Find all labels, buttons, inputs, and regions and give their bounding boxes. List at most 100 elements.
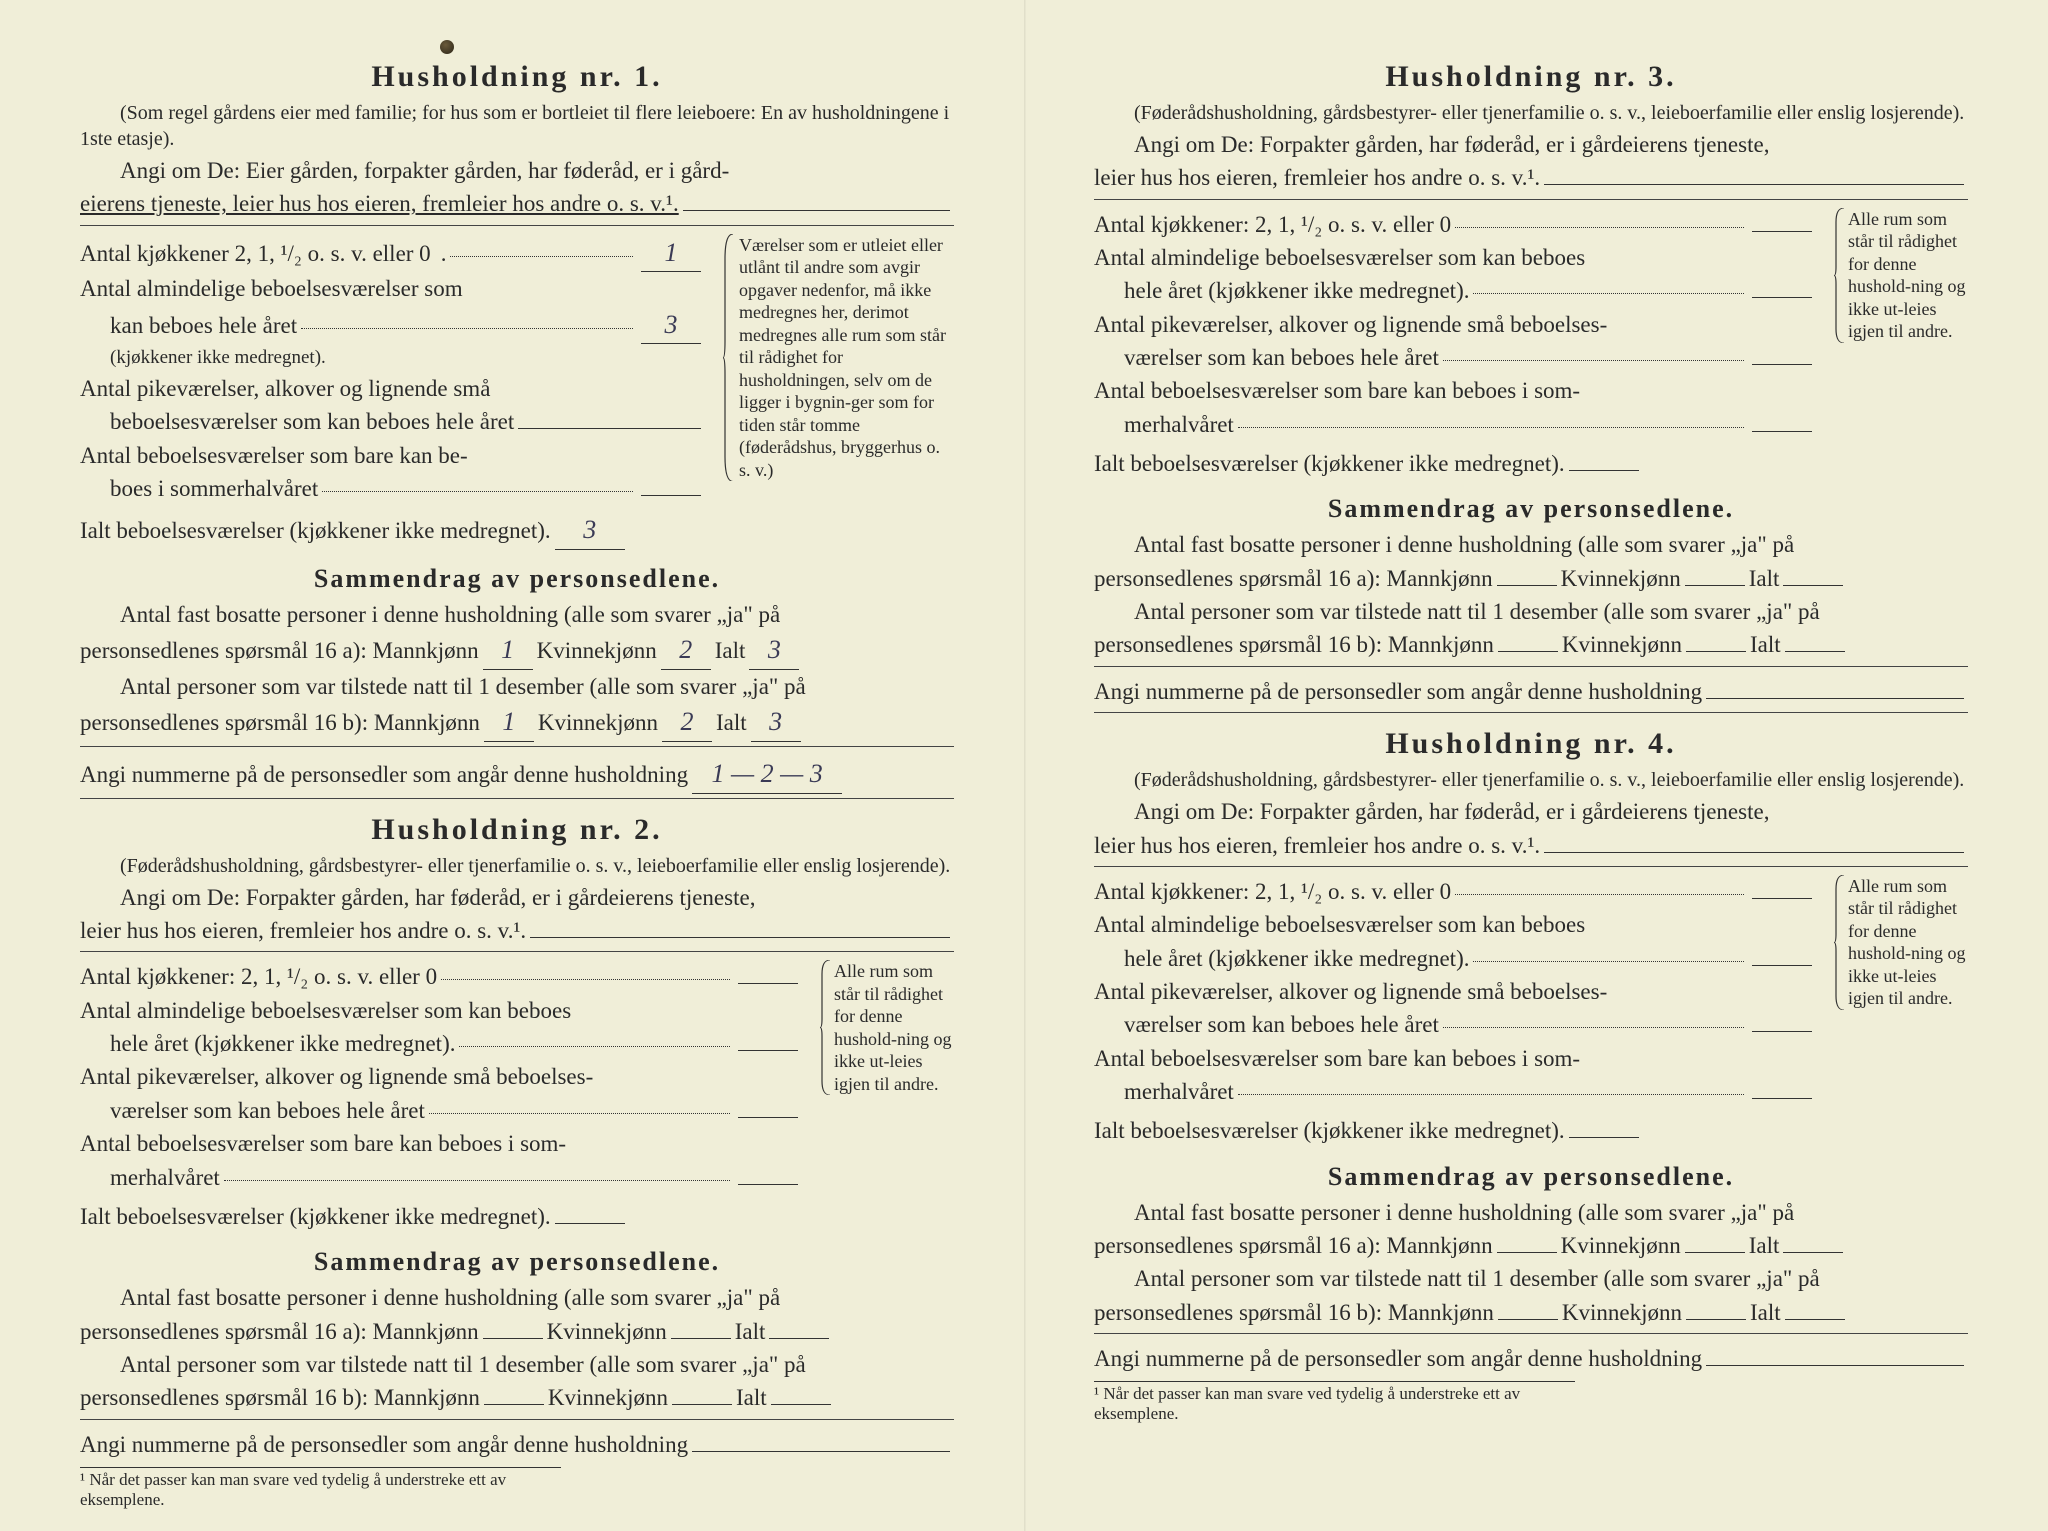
h4-16b: personsedlenes spørsmål 16 b): Mannkjønn xyxy=(1094,1296,1494,1329)
h3-total: Ialt beboelsesværelser (kjøkkener ikke m… xyxy=(1094,447,1565,480)
h1-maidA: Antal pikeværelser, alkover og lignende … xyxy=(80,376,490,401)
h3-aside: Alle rum som står til rådighet for denne… xyxy=(1834,208,1968,343)
h2-sum-title: Sammendrag av personsedlene. xyxy=(80,1247,954,1277)
t-ialt2: Ialt xyxy=(716,706,747,739)
h1-numbers: 1 — 2 — 3 xyxy=(692,755,842,794)
divider xyxy=(80,225,954,226)
h1-kv-b: 2 xyxy=(662,703,712,742)
h2-rooms-block: Antal kjøkkener: 2, 1, ¹/₂ o. s. v. elle… xyxy=(80,960,954,1233)
h3-title: Husholdning nr. 3. xyxy=(1094,60,1968,94)
h1-rooms-val: 3 xyxy=(641,306,701,345)
right-column: Husholdning nr. 3. (Føderådshusholdning,… xyxy=(1024,40,2048,1511)
h3-maidA: Antal pikeværelser, alkover og lignende … xyxy=(1094,312,1607,337)
h3-16a: personsedlenes spørsmål 16 a): Mannkjønn xyxy=(1094,562,1493,595)
h4-kv2: Kvinnekjønn xyxy=(1562,1296,1682,1329)
footnote-left: ¹ Når det passer kan man svare ved tydel… xyxy=(80,1467,561,1510)
t-kv2: Kvinnekjønn xyxy=(538,706,658,739)
h1-kitchens: Antal kjøkkener 2, 1, ¹/₂ o. s. v. eller… xyxy=(80,237,431,270)
h3-16b: personsedlenes spørsmål 16 b): Mannkjønn xyxy=(1094,628,1494,661)
h2-aside: Alle rum som står til rådighet for denne… xyxy=(820,960,954,1095)
h4-roomsA: Antal almindelige beboelsesværelser som … xyxy=(1094,912,1585,937)
h1-mann-a: 1 xyxy=(483,631,533,670)
h3-subnote: (Føderådshusholdning, gårdsbestyrer- ell… xyxy=(1094,100,1968,126)
h2-aside-txt: Alle rum som står til rådighet for denne… xyxy=(834,961,952,1094)
h2-angi2: leier hus hos eieren, fremleier hos andr… xyxy=(80,914,526,947)
h4-sumA: Antal beboelsesværelser som bare kan beb… xyxy=(1094,1046,1580,1071)
h4-ialt: Ialt xyxy=(1749,1229,1780,1262)
h2-subnote: (Føderådshusholdning, gårdsbestyrer- ell… xyxy=(80,853,954,879)
h3-ialt2: Ialt xyxy=(1750,628,1781,661)
h2-maidB: værelser som kan beboes hele året xyxy=(80,1094,425,1127)
h2-16a: personsedlenes spørsmål 16 a): Mannkjønn xyxy=(80,1315,479,1348)
t-16b: personsedlenes spørsmål 16 b): Mannkjønn xyxy=(80,706,480,739)
h1-ialt-a: 3 xyxy=(749,631,799,670)
brace-icon xyxy=(723,234,735,482)
h4-maidA: Antal pikeværelser, alkover og lignende … xyxy=(1094,979,1607,1004)
h3-maidB: værelser som kan beboes hele året xyxy=(1094,341,1439,374)
h3-fast: Antal fast bosatte personer i denne hush… xyxy=(1094,528,1968,561)
footnote-right: ¹ Når det passer kan man svare ved tydel… xyxy=(1094,1381,1575,1424)
h2-roomsB: hele året (kjøkkener ikke medregnet). xyxy=(80,1027,455,1060)
h1-aside: Værelser som er utleiet eller utlånt til… xyxy=(723,234,954,482)
h1-kitchens-val: 1 xyxy=(641,234,701,273)
h3-sumA: Antal beboelsesværelser som bare kan beb… xyxy=(1094,378,1580,403)
h4-aside: Alle rum som står til rådighet for denne… xyxy=(1834,875,1968,1010)
h2-kitchens: Antal kjøkkener: 2, 1, ¹/₂ o. s. v. elle… xyxy=(80,960,437,993)
h3-sum-title: Sammendrag av personsedlene. xyxy=(1094,494,1968,524)
brace-icon xyxy=(1834,875,1846,1010)
h4-angi: Angi om De: Forpakter gården, har føderå… xyxy=(1134,799,1769,824)
h1-maidB: beboelsesværelser som kan beboes hele år… xyxy=(80,405,514,438)
h4-sum-title: Sammendrag av personsedlene. xyxy=(1094,1162,1968,1192)
h1-roomsA: Antal almindelige beboelsesværelser som xyxy=(80,272,463,305)
h1-roomsB: kan beboes hele året xyxy=(80,309,297,342)
left-column: Husholdning nr. 1. (Som regel gårdens ei… xyxy=(0,40,1024,1511)
h1-title: Husholdning nr. 1. xyxy=(80,60,954,94)
t-16a: personsedlenes spørsmål 16 a): Mannkjønn xyxy=(80,634,479,667)
h2-ialt2: Ialt xyxy=(736,1381,767,1414)
h2-kv2: Kvinnekjønn xyxy=(548,1381,668,1414)
h3-roomsB: hele året (kjøkkener ikke medregnet). xyxy=(1094,274,1469,307)
h1-ialt-b: 3 xyxy=(751,703,801,742)
h4-fast: Antal fast bosatte personer i denne hush… xyxy=(1094,1196,1968,1229)
h1-kv-a: 2 xyxy=(661,631,711,670)
h4-aside-txt: Alle rum som står til rådighet for denne… xyxy=(1848,876,1966,1009)
t-nr: Angi nummerne på de personsedler som ang… xyxy=(80,758,688,791)
h4-nr: Angi nummerne på de personsedler som ang… xyxy=(1094,1342,1702,1375)
h1-rooms-sub: (kjøkkener ikke medregnet). xyxy=(80,344,705,372)
h4-kitchens: Antal kjøkkener: 2, 1, ¹/₂ o. s. v. elle… xyxy=(1094,875,1451,908)
h1-angi-a: Angi om De: Eier gården, forpakter gårde… xyxy=(120,158,729,183)
h1-rooms-block: Antal kjøkkener 2, 1, ¹/₂ o. s. v. eller… xyxy=(80,234,954,550)
brace-icon xyxy=(1834,208,1846,343)
h1-angi: Angi om De: Eier gården, forpakter gårde… xyxy=(80,154,954,221)
h2-16b: personsedlenes spørsmål 16 b): Mannkjønn xyxy=(80,1381,480,1414)
h2-total: Ialt beboelsesværelser (kjøkkener ikke m… xyxy=(80,1200,551,1233)
h1-angi-b: eierens tjeneste, leier hus hos eieren, … xyxy=(80,187,679,220)
h4-sumB: merhalvåret xyxy=(1094,1075,1234,1108)
h4-title: Husholdning nr. 4. xyxy=(1094,727,1968,761)
h2-roomsA: Antal almindelige beboelsesværelser som … xyxy=(80,998,571,1023)
punch-hole xyxy=(440,40,454,54)
h1-summary-title: Sammendrag av personsedlene. xyxy=(80,564,954,594)
h1-mann-b: 1 xyxy=(484,703,534,742)
h2-maidA: Antal pikeværelser, alkover og lignende … xyxy=(80,1064,593,1089)
census-form-page: Husholdning nr. 1. (Som regel gårdens ei… xyxy=(0,0,2048,1531)
t-tilstede: Antal personer som var tilstede natt til… xyxy=(80,670,954,703)
t-fast: Antal fast bosatte personer i denne hush… xyxy=(80,598,954,631)
brace-icon xyxy=(820,960,832,1095)
h4-16a: personsedlenes spørsmål 16 a): Mannkjønn xyxy=(1094,1229,1493,1262)
h2-sumB: merhalvåret xyxy=(80,1161,220,1194)
h2-angi: Angi om De: Forpakter gården, har føderå… xyxy=(120,885,755,910)
h3-roomsA: Antal almindelige beboelsesværelser som … xyxy=(1094,245,1585,270)
h2-nr: Angi nummerne på de personsedler som ang… xyxy=(80,1428,688,1461)
h2-ialt: Ialt xyxy=(735,1315,766,1348)
h4-ialt2: Ialt xyxy=(1750,1296,1781,1329)
h3-kv2: Kvinnekjønn xyxy=(1562,628,1682,661)
h1-sumB: boes i sommerhalvåret xyxy=(80,472,318,505)
h3-angi: Angi om De: Forpakter gården, har føderå… xyxy=(1134,132,1769,157)
h3-nr: Angi nummerne på de personsedler som ang… xyxy=(1094,675,1702,708)
h2-til: Antal personer som var tilstede natt til… xyxy=(80,1348,954,1381)
h1-total-val: 3 xyxy=(555,511,625,550)
h3-kv: Kvinnekjønn xyxy=(1561,562,1681,595)
h3-aside-txt: Alle rum som står til rådighet for denne… xyxy=(1848,209,1966,342)
h4-total: Ialt beboelsesværelser (kjøkkener ikke m… xyxy=(1094,1114,1565,1147)
